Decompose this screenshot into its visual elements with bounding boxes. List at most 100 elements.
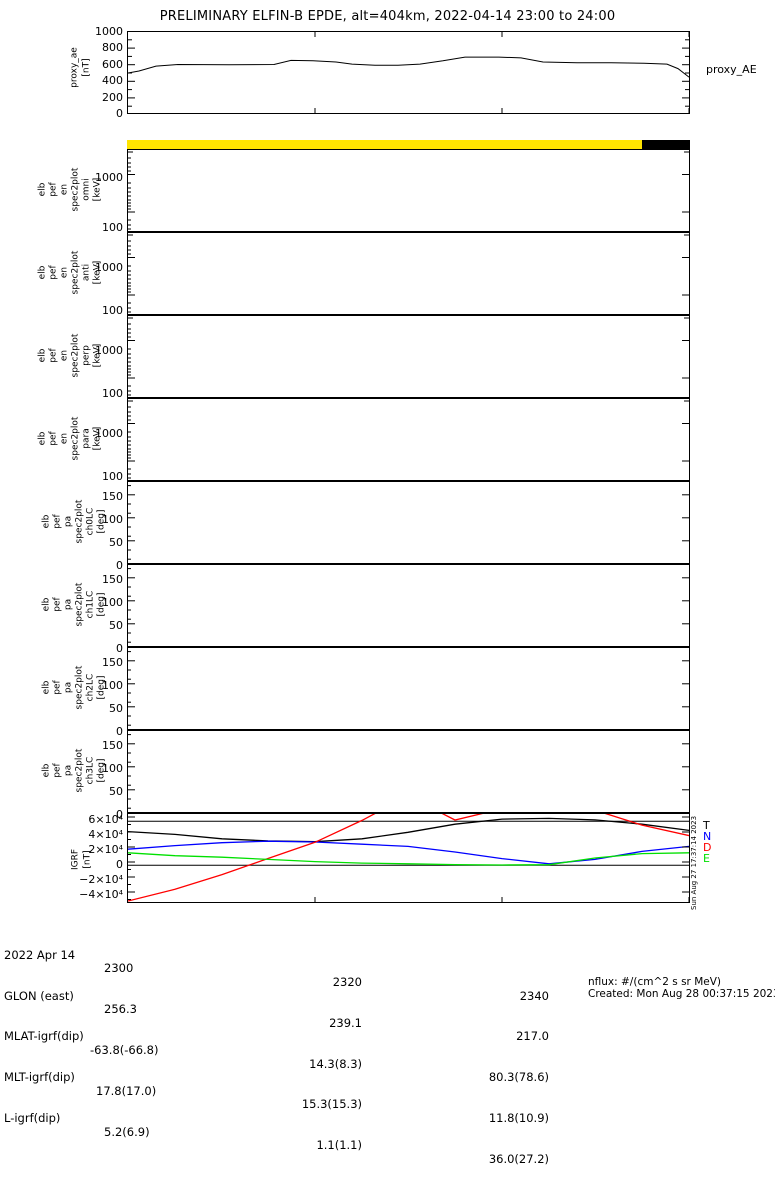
cell-l-0: 5.2(6.9): [104, 1124, 150, 1139]
panel-proxy-ae: [127, 31, 690, 114]
proxy-ae-plot-area: [128, 56, 689, 78]
ylabel-line: pef: [48, 265, 59, 280]
igrf-series-N: [128, 840, 689, 865]
cell-glon-1: 239.1: [329, 1015, 362, 1030]
ylabel-line: elb: [37, 348, 48, 363]
proxy-ae-series-label: proxy_AE: [706, 63, 757, 76]
ytick-ch0lc-150: 150: [102, 490, 123, 503]
ylabel-line: elb: [37, 182, 48, 197]
state-bar-yellow-segment: [127, 140, 643, 149]
page-title: PRELIMINARY ELFIN-B EPDE, alt=404km, 202…: [159, 9, 616, 24]
panel-en-omni: [127, 149, 690, 232]
row-label-glon: GLON (east): [4, 988, 74, 1003]
igrf-legend: T N D E: [703, 820, 711, 864]
ylabel-line: pef: [48, 431, 59, 446]
panel-en-para-ylabel2: pef: [48, 394, 59, 484]
ytick-en-anti-1000: 1000: [95, 261, 123, 274]
table-row: GLON (east) 256.3 239.1 217.0: [4, 976, 549, 1043]
ylabel-line: elb: [37, 431, 48, 446]
ytick-ch1lc-150: 150: [102, 573, 123, 586]
ylabel-line: elb: [41, 763, 52, 778]
igrf-plot-area: [128, 814, 689, 902]
legend-item-D: D: [703, 841, 712, 854]
ylabel-line: pef: [48, 348, 59, 363]
panel-en-omni-ylabel4: spec2plot: [70, 145, 81, 235]
igrf-series-D: [128, 814, 689, 902]
ytick-ch2lc-50: 50: [109, 702, 123, 715]
ytick-en-perp-100: 100: [102, 387, 123, 400]
ylabel-line: pef: [52, 514, 63, 529]
panel-pa-ch2lc-ylabel: elb: [41, 643, 52, 733]
cell-glon-2: 217.0: [516, 1029, 549, 1044]
row-label-mlat: MLAT-igrf(dip): [4, 1029, 84, 1044]
panel-en-para: [127, 398, 690, 481]
ytick-igrf-m4e4: −4×10⁴: [79, 888, 123, 901]
row-label-l: L-igrf(dip): [4, 1110, 61, 1125]
ytick-ch2lc-0: 0: [116, 725, 123, 738]
cell-time-0: 2300: [104, 961, 134, 976]
ytick-ch2lc-100: 100: [102, 679, 123, 692]
ylabel-line: elb: [41, 680, 52, 695]
footer: nflux: #/(cm^2 s sr MeV) Created: Mon Au…: [588, 976, 775, 1000]
table-row: MLT-igrf(dip) 17.8(17.0) 15.3(15.3) 11.8…: [4, 1058, 549, 1125]
ytick-ch0lc-100: 100: [102, 513, 123, 526]
panel-pa-ch1lc-ylabel: elb: [42, 560, 52, 650]
ytick-en-anti-100: 100: [102, 304, 123, 317]
panel-pa-ch0lc-ylabel: elb: [41, 477, 52, 567]
ylabel-line: spec2plot: [70, 167, 81, 212]
panel-pa-ch0lc-ylabel2: pef: [52, 477, 63, 567]
panel-en-omni-ylabel3: en: [60, 145, 70, 235]
table-row: 2022 Apr 14 2300 2320 2340: [4, 935, 549, 1002]
ytick-en-para-100: 100: [102, 470, 123, 483]
igrf-series-T: [128, 817, 689, 843]
row-label-mlt: MLT-igrf(dip): [4, 1070, 75, 1085]
side-timestamp: Sun Aug 27 17:37:14 2023: [676, 720, 698, 910]
panel-en-perp-ylabel: elb: [37, 311, 48, 401]
panel-igrf: [127, 813, 690, 903]
ylabel-line: pef: [52, 680, 63, 695]
panel-en-omni-ylabel2: pef: [49, 145, 59, 235]
cell-glon-0: 256.3: [104, 1002, 137, 1017]
ytick-igrf-6e4: 6×10⁴: [88, 813, 123, 826]
ytick-ch1lc-50: 50: [109, 619, 123, 632]
ytick-proxy-ae-400: 400: [102, 74, 123, 87]
ytick-en-omni-100: 100: [102, 221, 123, 234]
ytick-proxy-ae-200: 200: [102, 91, 123, 104]
side-timestamp-text: Sun Aug 27 17:37:14 2023: [690, 815, 698, 910]
table-row: MLAT-igrf(dip) -63.8(-66.8) 14.3(8.3) 80…: [4, 1017, 549, 1084]
ytick-igrf-2e4: 2×10⁴: [88, 843, 123, 856]
bottom-annotation-table: 2022 Apr 14 2300 2320 2340 GLON (east) 2…: [4, 908, 549, 1165]
panel-en-perp-ylabel2: pef: [48, 311, 59, 401]
igrf-series-E: [128, 852, 689, 866]
ytick-ch0lc-50: 50: [109, 536, 123, 549]
legend-item-N: N: [703, 830, 712, 843]
ytick-en-omni-1000: 1000: [95, 171, 123, 184]
ytick-proxy-ae-1000: 1000: [95, 25, 123, 38]
ytick-ch3lc-100: 100: [102, 762, 123, 775]
ylabel-line: pef: [52, 597, 63, 612]
ytick-ch1lc-100: 100: [102, 596, 123, 609]
panel-en-omni-ylabel5: omni: [81, 145, 92, 235]
panel-pa-ch3lc-ylabel2: pef: [52, 726, 63, 816]
panel-pa-ch2lc: [127, 647, 690, 730]
proxy-ae-trace: [128, 56, 689, 78]
panel-en-para-ylabel: elb: [37, 394, 48, 484]
ytick-en-para-1000: 1000: [95, 427, 123, 440]
ylabel-line: elb: [41, 514, 52, 529]
cell-mlt-1: 15.3(15.3): [301, 1097, 362, 1112]
cell-time-2: 2340: [519, 988, 549, 1003]
ytick-ch3lc-150: 150: [102, 739, 123, 752]
cell-mlat-2: 80.3(78.6): [488, 1070, 549, 1085]
ylabel-line: elb: [37, 265, 48, 280]
panel-en-anti-ylabel2: pef: [48, 228, 59, 318]
cell-mlt-0: 17.8(17.0): [96, 1083, 157, 1098]
footer-created: Created: Mon Aug 28 00:37:15 2023: [588, 988, 775, 1000]
panel-en-anti-ylabel: elb: [37, 228, 48, 318]
ytick-ch0lc-0: 0: [116, 559, 123, 572]
legend-item-E: E: [703, 852, 710, 865]
ytick-proxy-ae-600: 600: [102, 58, 123, 71]
ylabel-line: omni: [81, 178, 92, 201]
ylabel-line: pef: [52, 763, 63, 778]
panel-pa-ch3lc: [127, 730, 690, 813]
panel-en-perp: [127, 315, 690, 398]
